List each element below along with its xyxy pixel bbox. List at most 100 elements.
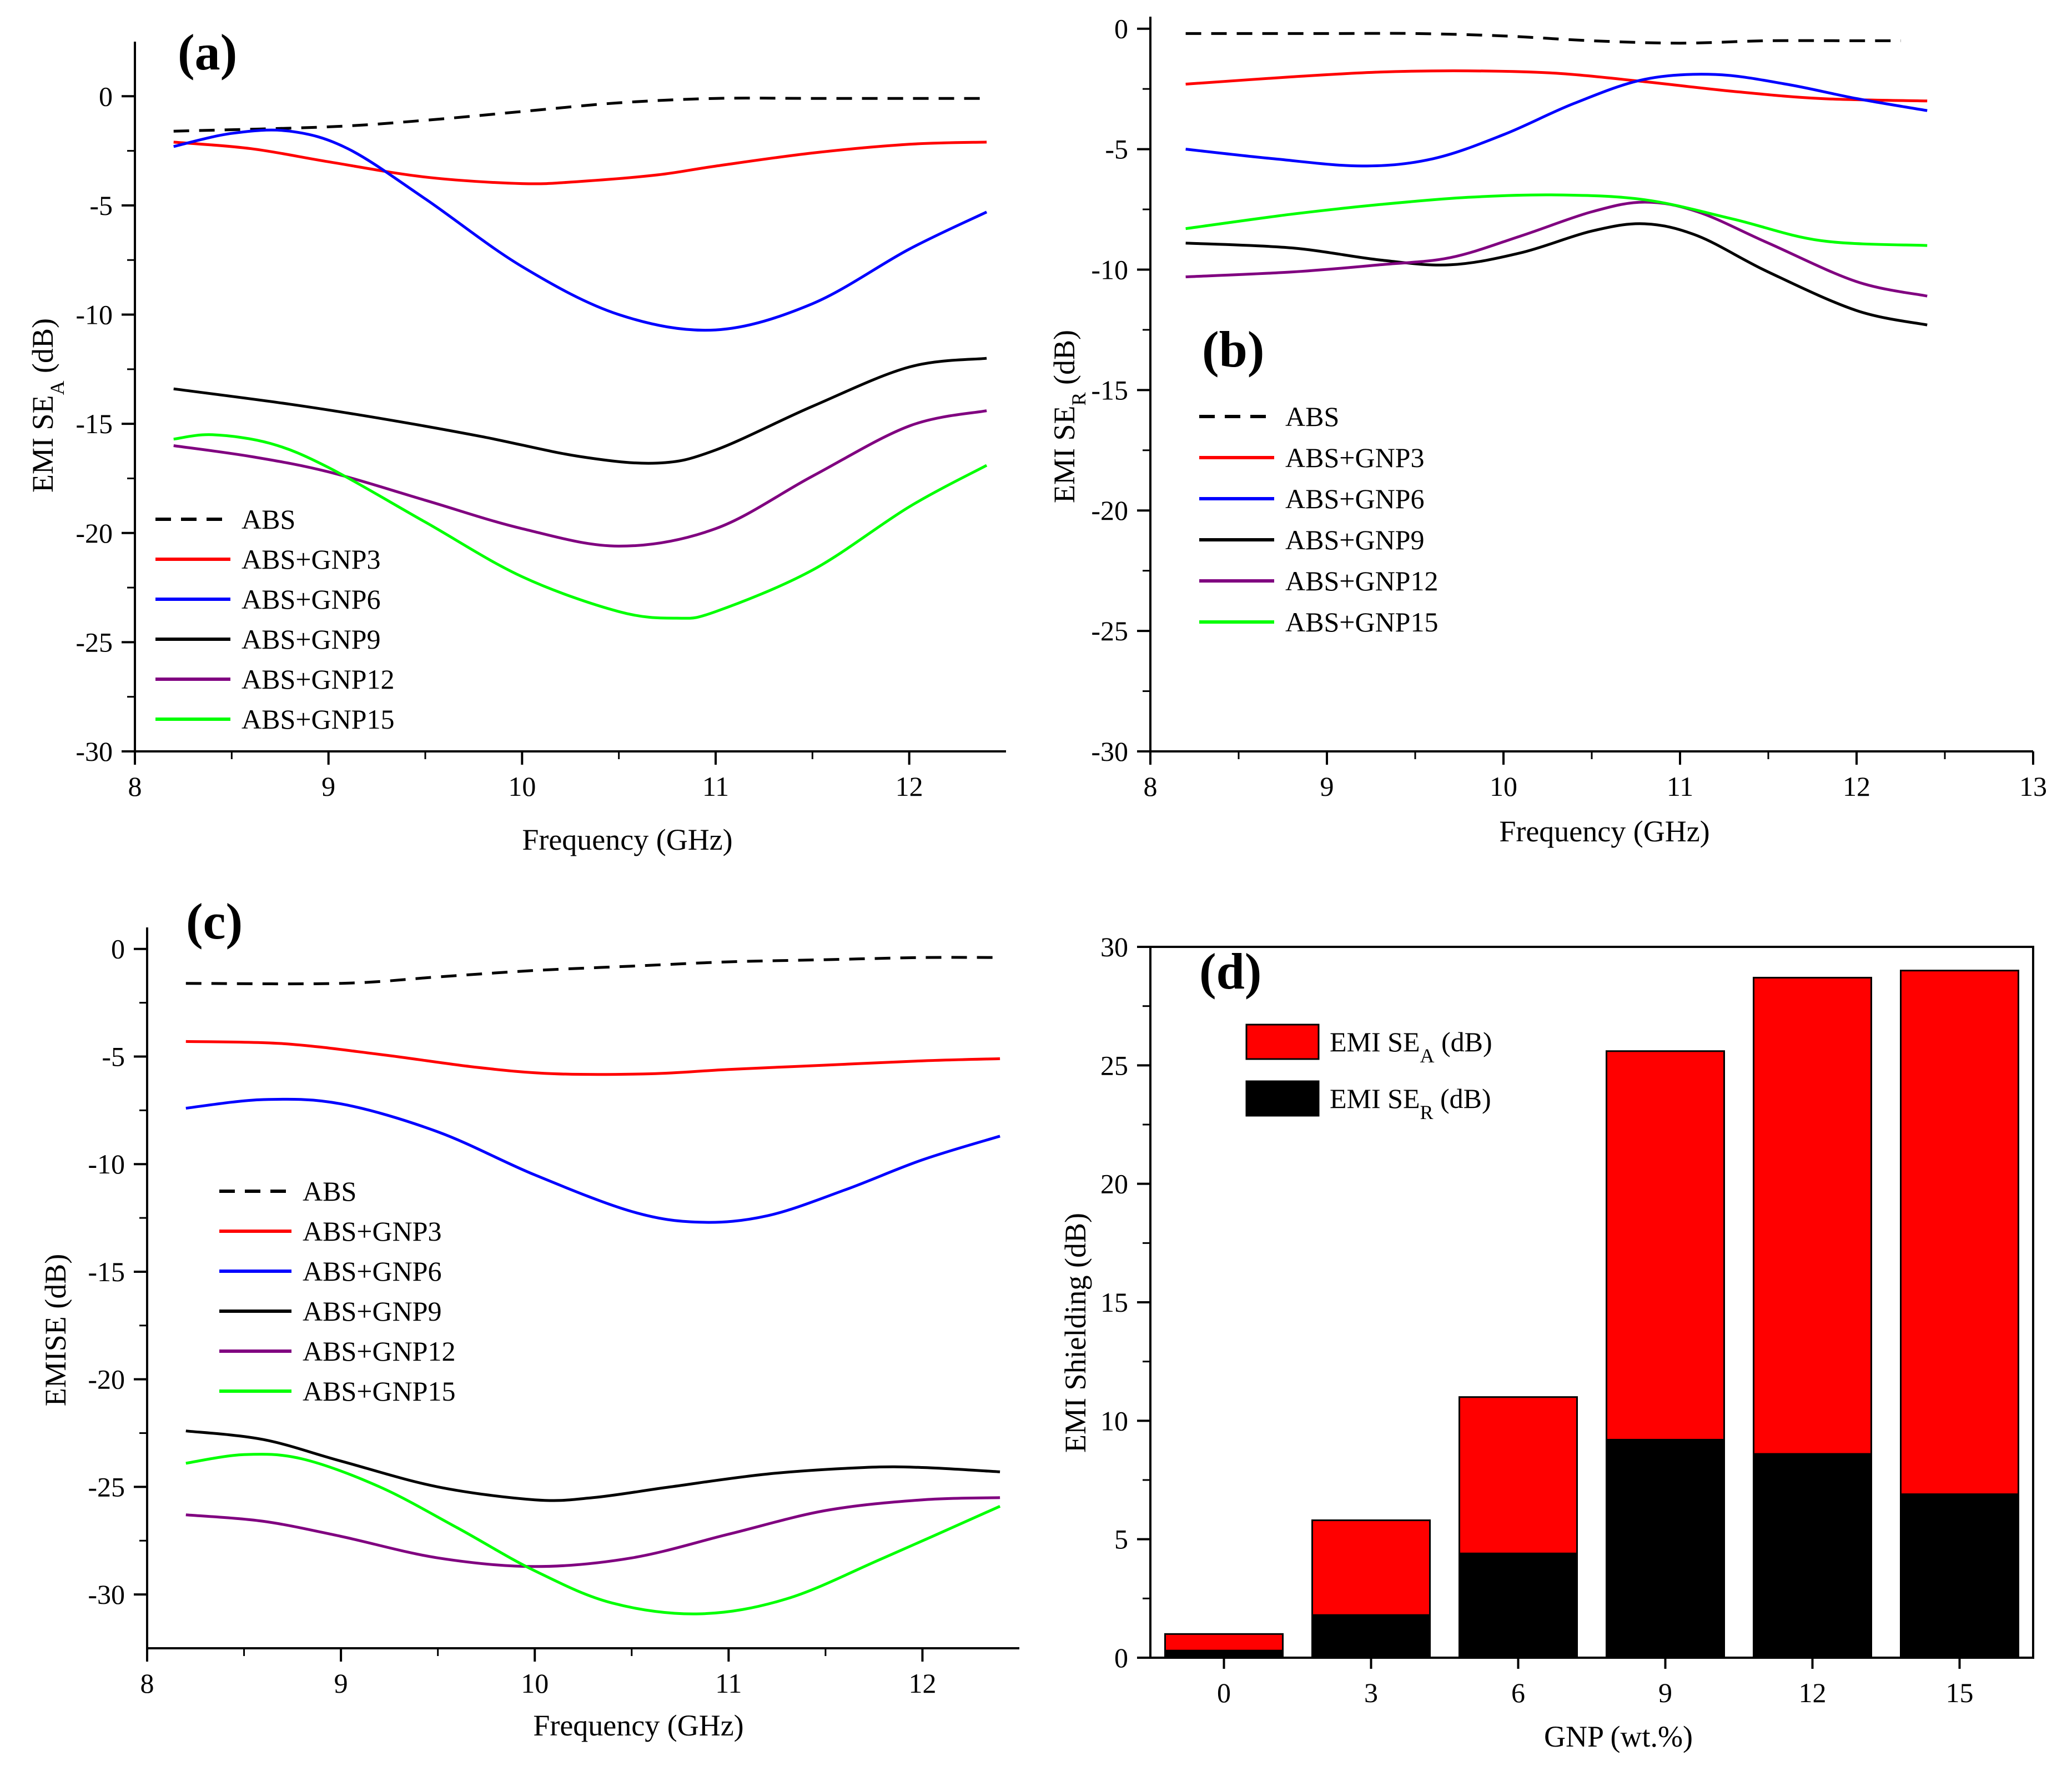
panel-d-y-tick-label: 10	[1100, 1405, 1128, 1436]
panel-a-series-abs-gnp3	[173, 141, 987, 185]
panel-d-bar-se-r	[1311, 1614, 1431, 1659]
panel-d-bar-se-r	[1459, 1552, 1578, 1659]
panel-b-label: (b)	[1202, 321, 1264, 378]
panel-b-x-tick-label: 9	[1320, 771, 1334, 802]
panel-a-series-abs-gnp15	[173, 433, 988, 620]
panel-d-bar-se-a	[1606, 1050, 1725, 1441]
panel-d-bar-se-a	[1459, 1396, 1578, 1554]
panel-c-y-tick-label: -10	[88, 1148, 125, 1180]
panel-d-bar-se-a	[1164, 1633, 1284, 1652]
panel-b-ylabel-tail: (dB)	[1048, 330, 1081, 392]
panel-a-x-tick-label: 12	[896, 771, 923, 802]
panel-d-bar-se-a	[1900, 970, 2019, 1496]
panel-b-series-abs-gnp3	[1185, 69, 1928, 103]
panel-c-y-tick-label: -20	[88, 1364, 125, 1395]
panel-a-legend-label: ABS+GNP15	[242, 704, 395, 735]
panel-b-legend-label: ABS+GNP9	[1285, 524, 1425, 555]
panel-c-series-abs-gnp12	[185, 1496, 1000, 1568]
panel-c-label: (c)	[186, 893, 243, 950]
panel-a-y-tick-label: -25	[76, 626, 113, 658]
panel-a-ylabel-sub: A	[46, 380, 68, 395]
panel-b-y-tick-label: -20	[1091, 495, 1128, 526]
panel-a-legend: ABS ABS+GNP3 ABS+GNP6 ABS+GNP9 ABS+GNP12 ABS+…	[155, 504, 395, 735]
panel-d-bar-se-r	[1164, 1649, 1284, 1659]
panel-b-legend-label: ABS+GNP12	[1285, 565, 1439, 596]
panel-b-y-tick-label: 0	[1114, 13, 1128, 44]
panel-a-ylabel: EMI SEA (dB)	[26, 318, 68, 493]
panel-a-ylabel-tail: (dB)	[26, 318, 59, 380]
panel-c-legend-label: ABS+GNP6	[303, 1256, 442, 1287]
panel-d-y-tick-label: 25	[1100, 1050, 1128, 1081]
panel-d-bar-se-r	[1606, 1438, 1725, 1659]
panel-d-x-tick-label: 3	[1364, 1677, 1378, 1708]
panel-c-y-tick-label: -15	[88, 1256, 125, 1287]
panel-c-x-tick-label: 8	[140, 1668, 154, 1699]
panel-d-x-tick-label: 15	[1946, 1677, 1974, 1708]
panel-b: (b) 8 9 10 11 12 13 0 -5 -10 -15 -20 -25 -30 ABS ABS+…	[1048, 13, 2047, 848]
panel-c-xlabel: Frequency (GHz)	[533, 1709, 743, 1742]
panel-a-xlabel: Frequency (GHz)	[522, 823, 732, 856]
panel-a-y-tick-label: -10	[76, 299, 113, 330]
panel-a-y-tick-label: -15	[76, 408, 113, 439]
panel-c-y-tick-label: -30	[88, 1579, 125, 1610]
panel-d-axes: 0 5 10 15 20 25 30 0 3 6 9 12 15	[1100, 931, 2034, 1708]
panel-b-ylabel-sub: R	[1068, 392, 1090, 405]
panel-c-legend-label: ABS	[303, 1176, 356, 1207]
panel-b-legend: ABS ABS+GNP3 ABS+GNP6 ABS+GNP9 ABS+GNP12 ABS+…	[1199, 401, 1439, 638]
panel-b-legend-label: ABS	[1285, 401, 1339, 432]
panel-a-series-abs	[173, 97, 987, 133]
panel-d-bar-se-r	[1753, 1453, 1872, 1659]
panel-d-legend-label-sub: R	[1420, 1101, 1434, 1123]
panel-d-legend-swatch	[1245, 1080, 1320, 1117]
panel-c-legend: ABS ABS+GNP3 ABS+GNP6 ABS+GNP9 ABS+GNP12 ABS+…	[219, 1176, 456, 1407]
panel-c-y-tick-label: -25	[88, 1471, 125, 1502]
panel-a-legend-label: ABS+GNP9	[242, 624, 381, 655]
panel-b-ylabel: EMI SER (dB)	[1048, 330, 1090, 503]
panel-c-x-tick-label: 9	[334, 1668, 348, 1699]
panel-c-series-abs-gnp3	[185, 1040, 1000, 1076]
panel-b-xlabel: Frequency (GHz)	[1499, 815, 1709, 848]
panel-c-legend-label: ABS+GNP15	[303, 1376, 456, 1407]
panel-b-series-abs-gnp6	[1185, 73, 1928, 168]
panel-c: (c) 8 9 10 11 12 0 -5 -10 -15 -20 -25 -30 ABS ABS+GN…	[39, 893, 1019, 1742]
panel-b-y-tick-label: -15	[1091, 374, 1128, 405]
panel-d-legend-label: EMI SER (dB)	[1330, 1083, 1491, 1123]
panel-d-y-tick-label: 20	[1100, 1168, 1128, 1200]
panel-b-y-tick-label: -5	[1105, 134, 1128, 165]
panel-d-y-tick-label: 15	[1100, 1287, 1128, 1318]
panel-b-series-abs-gnp12	[1185, 200, 1928, 298]
panel-b-x-tick-label: 11	[1667, 771, 1693, 802]
panel-c-legend-label: ABS+GNP9	[303, 1296, 442, 1327]
panel-d-y-tick-label: 30	[1100, 931, 1128, 962]
panel-c-plot	[185, 956, 1001, 1616]
panel-d-label: (d)	[1199, 943, 1261, 1000]
panel-a-x-tick-label: 10	[508, 771, 536, 802]
panel-b-x-tick-label: 10	[1490, 771, 1517, 802]
panel-d-bar-se-r	[1900, 1493, 2019, 1659]
panel-b-x-tick-label: 12	[1843, 771, 1870, 802]
panel-c-axes: 8 9 10 11 12 0 -5 -10 -15 -20 -25 -30	[88, 927, 1019, 1699]
panel-b-series-abs-gnp9	[1185, 222, 1928, 327]
panel-d-legend-label-tail: (dB)	[1434, 1083, 1491, 1114]
panel-d-y-tick-label: 5	[1114, 1524, 1128, 1555]
panel-d-bar-se-a	[1753, 976, 1872, 1455]
panel-b-legend-label: ABS+GNP3	[1285, 442, 1425, 473]
panel-c-legend-label: ABS+GNP12	[303, 1336, 456, 1367]
panel-a-legend-label: ABS+GNP3	[242, 544, 381, 575]
panel-b-y-tick-label: -25	[1091, 615, 1128, 646]
panel-b-plot	[1185, 32, 1928, 327]
panel-a-legend-label: ABS	[242, 504, 295, 535]
panel-a-x-tick-label: 8	[128, 771, 142, 802]
panel-d-xlabel: GNP (wt.%)	[1544, 1720, 1693, 1753]
panel-a-series-abs-gnp9	[173, 357, 987, 465]
panel-a-y-tick-label: -20	[76, 518, 113, 549]
panel-a-legend-label: ABS+GNP12	[242, 664, 395, 695]
panel-c-x-tick-label: 10	[521, 1668, 549, 1699]
panel-b-x-tick-label: 8	[1144, 771, 1158, 802]
panel-a-series-abs-gnp6	[173, 128, 988, 332]
panel-b-series-abs	[1185, 32, 1901, 45]
panel-d-bar-se-a	[1311, 1519, 1431, 1616]
panel-d-legend-label: EMI SEA (dB)	[1330, 1026, 1492, 1067]
panel-d-x-tick-label: 6	[1511, 1677, 1525, 1708]
